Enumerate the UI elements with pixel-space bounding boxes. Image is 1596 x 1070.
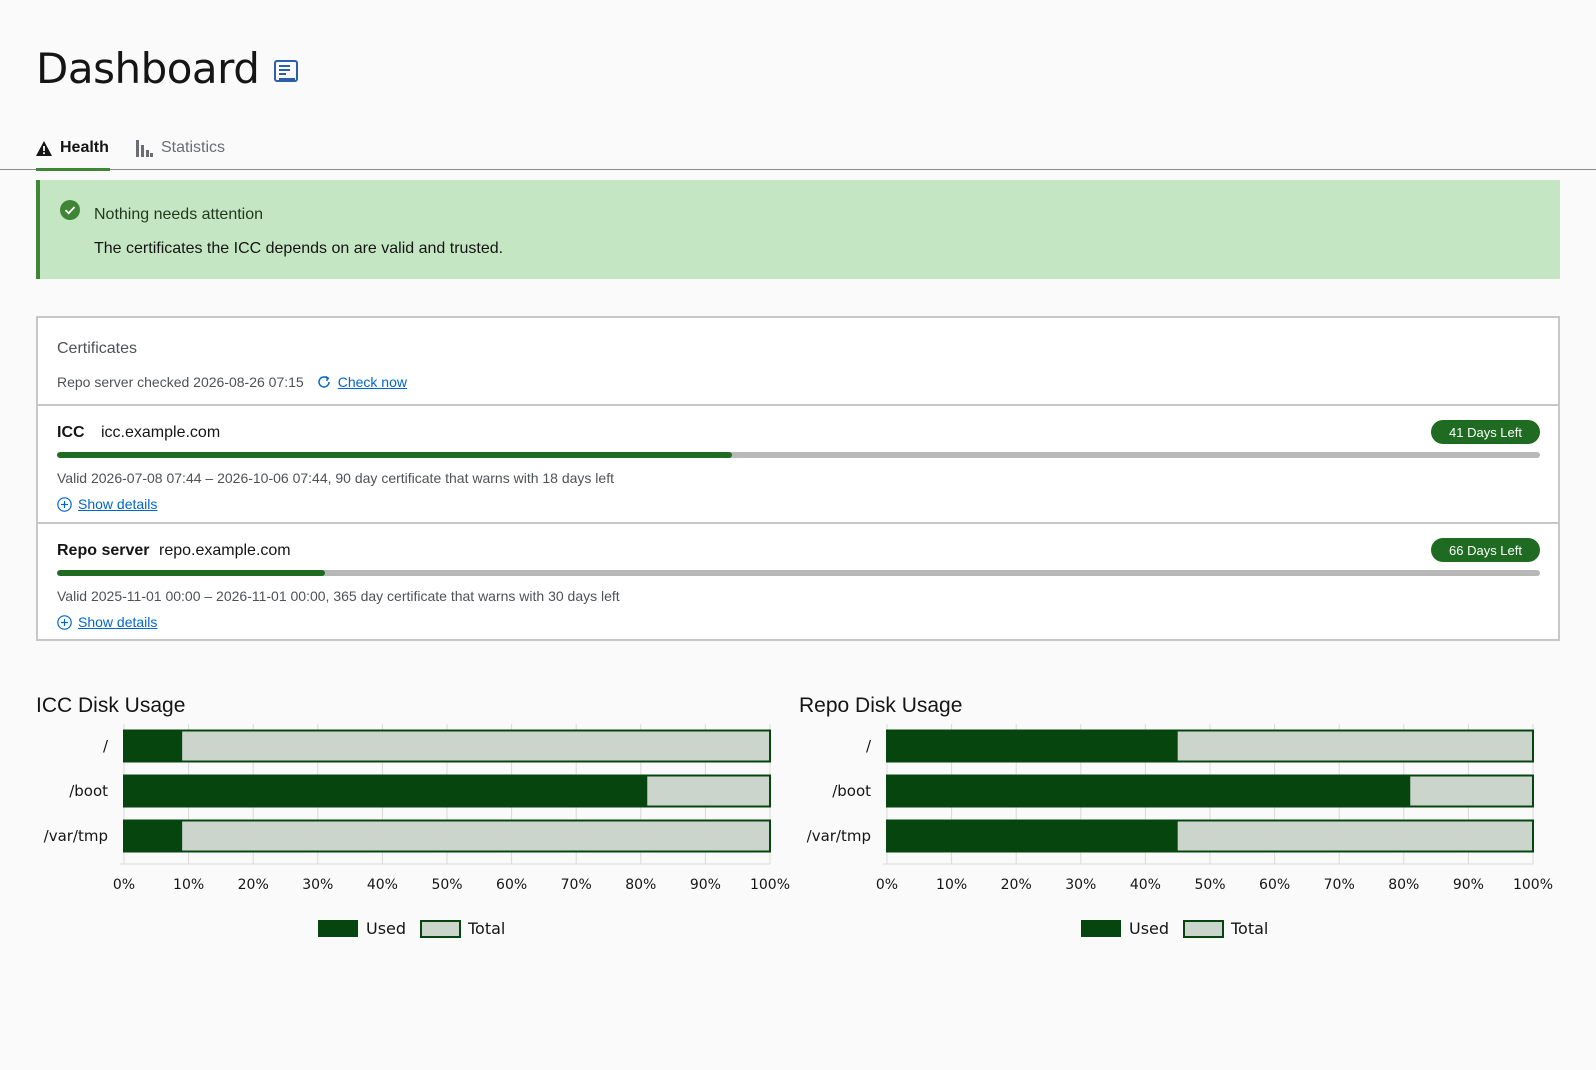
x-tick-label: 100% [750, 877, 790, 893]
legend-swatch-total [420, 920, 461, 938]
certificates-checked: Repo server checked 2026-08-26 07:15 Che… [57, 374, 407, 390]
days-left-badge: 41 Days Left [1431, 420, 1540, 444]
legend-label-total: Total [467, 919, 505, 938]
x-tick-label: 40% [1130, 877, 1161, 893]
days-left-badge: 66 Days Left [1431, 538, 1540, 562]
y-tick-label: /var/tmp [44, 827, 108, 845]
used-bar [887, 775, 1411, 807]
used-bar [124, 730, 183, 762]
used-bar [887, 730, 1178, 762]
used-bar [887, 820, 1178, 852]
success-alert: Nothing needs attention The certificates… [36, 180, 1560, 279]
icc-disk-usage-chart: 0% 10% 20% 30% 40% 50% 60% 70% 80% 90% 100% / /boot /… [44, 724, 790, 938]
legend-swatch-total [1183, 920, 1224, 938]
x-tick-label: 100% [1513, 877, 1553, 893]
legend-label-used: Used [1129, 919, 1169, 938]
used-bar [124, 820, 183, 852]
x-tick-label: 10% [936, 877, 967, 893]
validity-progress-fill [57, 452, 732, 458]
repo-disk-usage-chart: 0% 10% 20% 30% 40% 50% 60% 70% 80% 90% 100% / /boot /… [807, 724, 1553, 938]
icc-disk-usage-title: ICC Disk Usage [36, 694, 186, 717]
legend-label-total: Total [1230, 919, 1268, 938]
x-tick-label: 0% [876, 877, 898, 893]
x-tick-label: 10% [173, 877, 204, 893]
bar-chart-icon [136, 139, 153, 157]
y-tick-label: /boot [832, 782, 871, 800]
alert-title: Nothing needs attention [94, 206, 264, 223]
total-bar [123, 819, 771, 853]
show-details-link[interactable]: Show details [78, 614, 158, 630]
total-bar [123, 729, 771, 763]
x-tick-label: 70% [561, 877, 592, 893]
tab-bar: Health Statistics [0, 126, 1596, 171]
x-tick-label: 90% [1453, 877, 1484, 893]
certificate-name: Repo server [57, 542, 150, 559]
x-tick-label: 30% [1065, 877, 1096, 893]
plus-circle-icon [57, 496, 72, 512]
check-now-link[interactable]: Check now [337, 374, 407, 390]
tab-label: Statistics [161, 139, 226, 156]
validity-text: Valid 2025-11-01 00:00 – 2026-11-01 00:0… [57, 588, 620, 604]
tab-health[interactable]: Health [36, 126, 110, 171]
x-tick-label: 80% [625, 877, 656, 893]
legend-label-used: Used [366, 919, 406, 938]
warning-icon [36, 140, 52, 156]
x-tick-label: 50% [1194, 877, 1225, 893]
validity-progress [57, 452, 1540, 458]
page-title: Dashboard [36, 44, 260, 93]
tab-statistics[interactable]: Statistics [136, 126, 225, 170]
validity-progress-fill [57, 570, 326, 576]
y-tick-label: /boot [69, 782, 108, 800]
tab-label: Health [60, 139, 109, 156]
certificates-header: Certificates Repo server checked 2026-08… [38, 318, 1558, 406]
show-details-toggle[interactable]: Show details [57, 496, 157, 512]
y-tick-label: / [103, 737, 109, 755]
x-tick-label: 70% [1324, 877, 1355, 893]
x-tick-label: 50% [431, 877, 462, 893]
certificate-name: ICC [57, 424, 85, 441]
plus-circle-icon [57, 614, 72, 630]
checked-text: Repo server checked 2026-08-26 07:15 [57, 374, 304, 390]
legend-swatch-used [318, 920, 358, 937]
page-header: Dashboard [36, 44, 299, 93]
x-tick-label: 20% [1001, 877, 1032, 893]
certificates-card: Certificates Repo server checked 2026-08… [36, 316, 1560, 641]
x-tick-label: 80% [1388, 877, 1419, 893]
x-tick-label: 20% [238, 877, 269, 893]
used-bar [124, 775, 648, 807]
show-details-link[interactable]: Show details [78, 496, 158, 512]
validity-text: Valid 2026-07-08 07:44 – 2026-10-06 07:4… [57, 470, 614, 486]
x-tick-label: 30% [302, 877, 333, 893]
x-tick-label: 60% [1259, 877, 1290, 893]
y-tick-label: /var/tmp [807, 827, 871, 845]
refresh-icon[interactable] [316, 374, 332, 390]
validity-progress [57, 570, 1540, 576]
certificate-row-icc: ICC icc.example.com 41 Days Left Valid 2… [38, 406, 1558, 524]
repo-disk-usage-title: Repo Disk Usage [799, 694, 963, 717]
x-tick-label: 0% [113, 877, 135, 893]
x-tick-label: 40% [367, 877, 398, 893]
alert-description: The certificates the ICC depends on are … [94, 240, 504, 257]
certificate-host: repo.example.com [159, 542, 291, 559]
certificates-title: Certificates [57, 340, 138, 357]
y-tick-label: / [866, 737, 872, 755]
check-circle-icon [60, 200, 80, 220]
doc-icon[interactable] [273, 48, 299, 89]
certificate-row-repo: Repo server repo.example.com 66 Days Lef… [38, 524, 1558, 642]
x-tick-label: 60% [496, 877, 527, 893]
legend-swatch-used [1081, 920, 1121, 937]
x-tick-label: 90% [690, 877, 721, 893]
certificate-host: icc.example.com [101, 424, 221, 441]
show-details-toggle[interactable]: Show details [57, 614, 157, 630]
